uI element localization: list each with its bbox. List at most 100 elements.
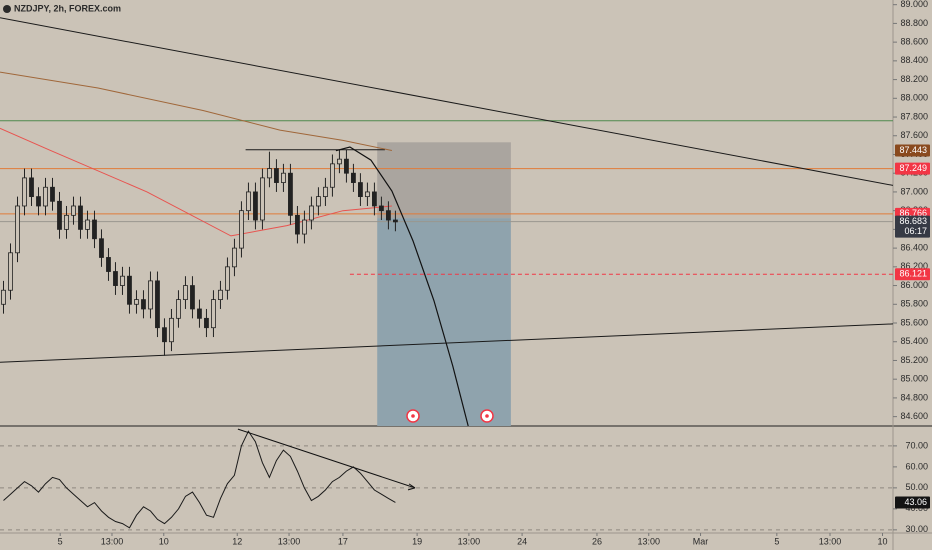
level-price-label-bg <box>895 162 930 175</box>
x-tick-label: 13:00 <box>819 536 842 546</box>
projection-curve <box>335 146 469 427</box>
candle-body <box>253 191 258 221</box>
x-tick-label: 13:00 <box>637 536 660 546</box>
level-price-label: 86.683 <box>899 216 927 226</box>
candle-body <box>36 196 41 207</box>
candle-body <box>155 280 160 329</box>
candle-body <box>386 210 391 221</box>
rsi-value-label-bg <box>895 496 930 509</box>
candle-body <box>141 299 146 310</box>
x-tick-label: 24 <box>517 536 527 546</box>
x-tick-label: 13:00 <box>458 536 481 546</box>
candle-body <box>15 205 20 254</box>
y-tick-label: 60.00 <box>905 461 928 471</box>
y-tick-label: 85.800 <box>900 299 928 309</box>
icon-dot <box>485 414 489 418</box>
moving-average <box>0 127 392 237</box>
candle-body <box>330 163 335 188</box>
y-tick-label: 86.200 <box>900 261 928 271</box>
candle-body <box>316 196 321 207</box>
level-price-label-bg <box>895 215 930 238</box>
candle-body <box>8 252 13 291</box>
x-tick-label: 19 <box>412 536 422 546</box>
candle-body <box>295 214 300 235</box>
x-tick-label: 17 <box>338 536 348 546</box>
y-tick-label: 88.200 <box>900 74 928 84</box>
candle-body <box>225 266 230 291</box>
level-price-label-bg <box>895 268 930 281</box>
trendline <box>0 17 894 186</box>
candle-body <box>22 177 27 207</box>
candle-body <box>246 191 251 212</box>
y-tick-label: 88.000 <box>900 93 928 103</box>
candle-body <box>148 280 153 310</box>
candle-body <box>190 285 195 310</box>
level-price-label: 86.121 <box>899 269 927 279</box>
candle-body <box>120 275 125 286</box>
y-tick-label: 86.000 <box>900 280 928 290</box>
x-tick-label: 10 <box>877 536 887 546</box>
candle-body <box>64 214 69 230</box>
candle-body <box>78 205 83 230</box>
position-icons <box>406 409 494 423</box>
y-tick-label: 85.200 <box>900 355 928 365</box>
arrow-head <box>407 483 416 491</box>
x-tick-label: 13:00 <box>101 536 124 546</box>
candle-body <box>351 172 356 183</box>
candle-body <box>169 317 174 343</box>
y-tick-label: 88.400 <box>900 55 928 65</box>
candle-body <box>323 186 328 198</box>
x-tick-label: 5 <box>58 536 63 546</box>
candle-body <box>99 238 104 258</box>
moving-average <box>0 71 393 151</box>
x-tick-label: 26 <box>592 536 602 546</box>
y-tick-label: 86.400 <box>900 242 928 252</box>
candle-body <box>176 299 181 319</box>
candle-body <box>267 168 272 179</box>
level-price-label: 87.249 <box>899 163 927 173</box>
candle-body <box>344 158 349 174</box>
candle-body <box>204 317 209 329</box>
candle-body <box>92 219 97 240</box>
y-tick-label: 89.000 <box>900 0 928 9</box>
rsi-line <box>3 430 396 529</box>
y-tick-label: 84.600 <box>900 411 928 421</box>
candle-body <box>162 327 167 343</box>
y-tick-label: 50.00 <box>905 482 928 492</box>
candle-body <box>372 191 377 207</box>
rsi-trendline <box>237 428 416 489</box>
candle-body <box>393 219 398 223</box>
ma-price-label-bg <box>895 144 930 157</box>
candle-body <box>302 219 307 235</box>
rsi-value-label: 43.06 <box>904 497 927 507</box>
candle-body <box>71 205 76 216</box>
x-tick-label: 12 <box>232 536 242 546</box>
x-tick-label: 5 <box>774 536 779 546</box>
candle-body <box>1 289 6 305</box>
candle-body <box>281 172 286 183</box>
candle-body <box>183 285 188 301</box>
x-tick-label: Mar <box>693 536 709 546</box>
candle-body <box>134 299 139 305</box>
candle-body <box>365 191 370 198</box>
candle-body <box>239 210 244 249</box>
candle-body <box>379 205 384 212</box>
level-price-label: 86.766 <box>899 208 927 218</box>
y-tick-label: 87.600 <box>900 130 928 140</box>
candle-body <box>113 271 118 286</box>
candle-body <box>232 247 237 268</box>
position-target-zone <box>377 218 511 426</box>
candle-body <box>337 158 342 165</box>
candle-body <box>211 299 216 329</box>
level-price-label-countdown: 06:17 <box>904 226 927 236</box>
ma-price-label: 87.443 <box>899 145 927 155</box>
y-tick-label: 30.00 <box>905 524 928 534</box>
y-tick-label: 87.000 <box>900 186 928 196</box>
x-tick-label: 13:00 <box>278 536 301 546</box>
candle-body <box>309 205 314 221</box>
y-tick-label: 85.600 <box>900 317 928 327</box>
position-stop-zone <box>377 142 511 219</box>
icon-dot <box>411 414 415 418</box>
